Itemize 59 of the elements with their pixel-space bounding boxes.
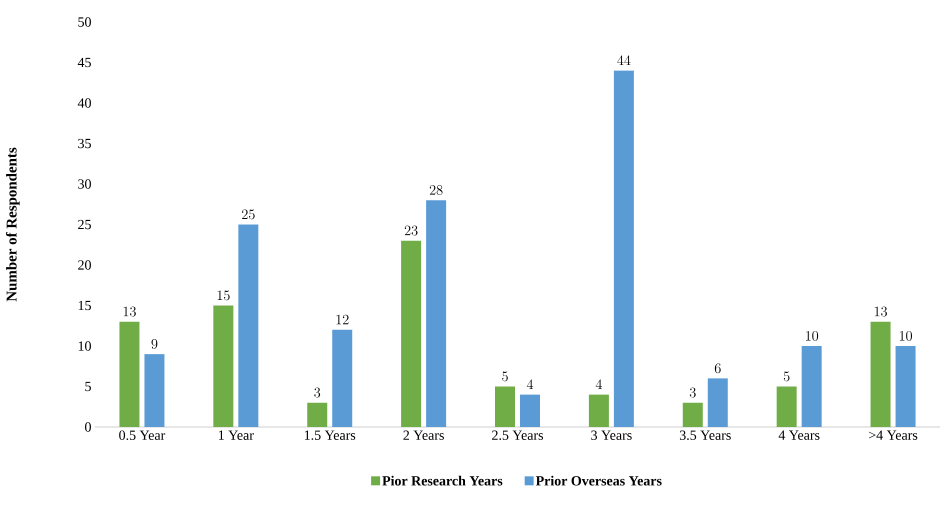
x-tick-label: >4 Years (869, 430, 918, 440)
bar (119, 322, 140, 427)
bar (896, 346, 916, 427)
data-label: 4 (526, 379, 534, 390)
y-tick-label: 40 (78, 98, 91, 108)
data-label: 28 (430, 185, 443, 195)
x-tick-label: 0.5 Year (119, 430, 166, 440)
data-label: 10 (806, 330, 818, 341)
bar (614, 70, 634, 427)
bar (144, 354, 164, 427)
data-label: 9 (152, 339, 158, 349)
y-tick-label: 20 (78, 260, 91, 270)
x-tick-label: 1.5 Years (304, 430, 356, 440)
y-tick-label: 15 (78, 300, 91, 310)
data-label: 3 (314, 388, 320, 398)
bar (588, 394, 609, 427)
data-label: 6 (714, 363, 721, 374)
y-axis-title: Number of Respondents (6, 148, 20, 302)
legend-label: Pior Research Years (382, 476, 502, 486)
data-label: 25 (242, 209, 255, 220)
x-tick-label: 4 Years (778, 430, 820, 440)
data-label: 5 (784, 371, 790, 382)
y-tick-label: 10 (78, 341, 91, 351)
bar (332, 330, 352, 427)
legend-label: Prior Overseas Years (536, 476, 662, 486)
data-label: 13 (124, 306, 136, 316)
bar (401, 240, 422, 427)
bar (708, 378, 728, 427)
bar (682, 402, 703, 427)
data-label: 15 (218, 290, 230, 300)
data-label: 5 (502, 371, 508, 382)
y-tick-label: 45 (78, 58, 91, 68)
y-tick-label: 30 (78, 179, 91, 189)
data-label: 4 (596, 379, 602, 390)
bar (426, 200, 446, 427)
y-tick-label: 0 (85, 422, 91, 432)
data-label: 23 (404, 226, 418, 236)
x-tick-label: 2 Years (403, 430, 444, 440)
bar (776, 386, 797, 427)
bar (213, 306, 234, 427)
bar (495, 386, 515, 427)
x-tick-label: 2.5 Years (492, 430, 544, 440)
y-tick-label: 50 (78, 17, 91, 27)
x-tick-label: 3 Years (591, 430, 632, 440)
y-tick-label: 5 (85, 382, 91, 392)
bar (520, 394, 540, 427)
x-tick-label: 3.5 Years (680, 430, 731, 440)
data-label: 44 (617, 55, 631, 66)
y-tick-label: 25 (78, 220, 91, 230)
bar (238, 224, 258, 427)
bar (307, 402, 328, 427)
data-label: 13 (874, 306, 887, 316)
x-tick-label: 1 Year (218, 430, 254, 440)
data-label: 3 (690, 388, 696, 398)
y-tick-label: 35 (78, 138, 91, 148)
data-label: 12 (336, 314, 349, 324)
bar (870, 322, 891, 427)
bar (802, 346, 822, 427)
data-label: 10 (900, 330, 912, 341)
